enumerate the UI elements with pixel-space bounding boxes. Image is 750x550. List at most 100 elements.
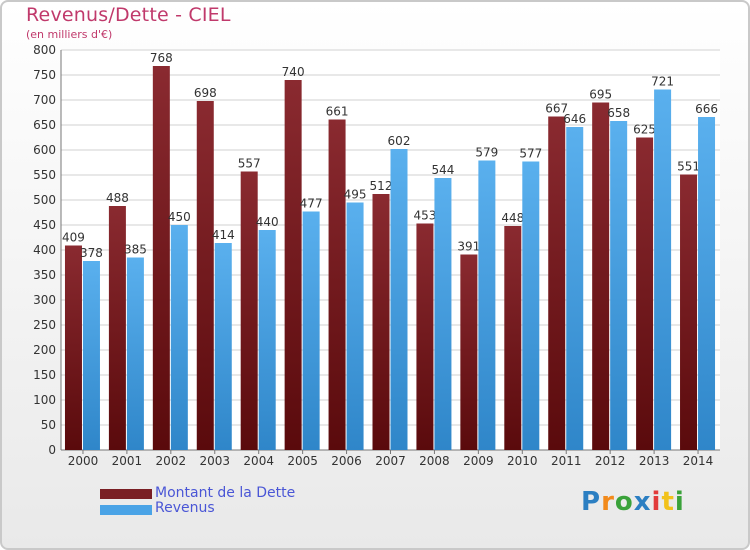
debt-bar [636, 137, 654, 450]
debt-bar [592, 102, 610, 450]
x-tick-label: 2014 [683, 454, 714, 468]
revenue-bar [698, 117, 716, 450]
revenue-bar-value-label: 658 [607, 106, 630, 120]
y-tick-label: 250 [33, 318, 56, 332]
x-tick-label: 2002 [156, 454, 187, 468]
x-tick-label: 2003 [199, 454, 230, 468]
legend-revenue-swatch [100, 505, 152, 515]
y-tick-label: 600 [33, 143, 56, 157]
y-tick-label: 50 [41, 418, 56, 432]
debt-bar [64, 245, 82, 450]
debt-bar [108, 206, 126, 450]
revenue-bar-value-label: 577 [519, 147, 542, 161]
x-tick-label: 2009 [463, 454, 494, 468]
y-tick-label: 100 [33, 393, 56, 407]
debt-bar-value-label: 667 [545, 102, 568, 116]
debt-bar-value-label: 512 [370, 179, 393, 193]
debt-bar [548, 116, 566, 450]
y-tick-label: 500 [33, 193, 56, 207]
revenue-bar [522, 161, 540, 450]
debt-bar [240, 171, 258, 450]
debt-bar-value-label: 391 [457, 240, 480, 254]
debt-bar-value-label: 551 [677, 160, 700, 174]
legend-debt-swatch [100, 489, 152, 499]
debt-bar-value-label: 448 [501, 211, 524, 225]
revenue-bar-value-label: 495 [344, 188, 367, 202]
x-tick-label: 2000 [68, 454, 99, 468]
x-tick-label: 2005 [287, 454, 318, 468]
revenue-bar-value-label: 646 [563, 112, 586, 126]
debt-bar [152, 66, 170, 450]
revenue-bar-value-label: 579 [475, 146, 498, 160]
debt-bar-value-label: 661 [326, 105, 349, 119]
debt-bar [196, 101, 214, 450]
debt-bar-value-label: 488 [106, 191, 129, 205]
revenue-bar-value-label: 477 [300, 197, 323, 211]
legend-revenue-label: Revenus [155, 500, 215, 516]
y-tick-label: 0 [48, 443, 56, 457]
revenue-bar-value-label: 721 [651, 75, 674, 89]
y-tick-label: 400 [33, 243, 56, 257]
revenue-bar [434, 178, 452, 450]
revenue-bar [390, 149, 408, 450]
chart-subtitle: (en milliers d'€) [26, 28, 113, 41]
debt-bar-value-label: 409 [62, 231, 85, 245]
revenue-bar-value-label: 385 [124, 243, 147, 257]
debt-bar-value-label: 557 [238, 157, 261, 171]
y-tick-label: 450 [33, 218, 56, 232]
revenue-bar-value-label: 666 [695, 102, 718, 116]
debt-bar [504, 226, 522, 450]
debt-bar [284, 80, 302, 450]
x-tick-label: 2006 [331, 454, 362, 468]
debt-bar [460, 254, 478, 450]
y-tick-label: 700 [33, 93, 56, 107]
revenue-bar [302, 211, 320, 450]
x-tick-label: 2007 [375, 454, 406, 468]
x-tick-label: 2010 [507, 454, 538, 468]
debt-bar-value-label: 695 [589, 88, 612, 102]
x-tick-label: 2004 [243, 454, 274, 468]
debt-bar [328, 119, 346, 450]
revenue-bar [214, 243, 232, 450]
y-tick-label: 300 [33, 293, 56, 307]
revenue-bar [478, 160, 496, 450]
x-tick-label: 2012 [595, 454, 626, 468]
debt-bar-value-label: 698 [194, 86, 217, 100]
revenue-bar [566, 127, 584, 450]
revenue-bar-value-label: 440 [256, 215, 279, 229]
revenue-bar [610, 121, 628, 450]
revenue-bar-value-label: 378 [80, 246, 103, 260]
chart-title: Revenus/Dette - CIEL [26, 4, 231, 26]
revenue-bar-value-label: 414 [212, 228, 235, 242]
x-tick-label: 2001 [112, 454, 143, 468]
debt-bar [680, 174, 698, 450]
revenue-bar [82, 261, 100, 450]
revenue-bar [126, 257, 144, 450]
revenue-bar [654, 89, 672, 450]
proxiti-logo: Proxiti [581, 487, 685, 517]
debt-bar-value-label: 453 [413, 209, 436, 223]
debt-bar-value-label: 740 [282, 65, 305, 79]
revenue-bar [258, 230, 276, 450]
y-tick-label: 150 [33, 368, 56, 382]
revenue-bar-value-label: 450 [168, 210, 191, 224]
revenue-bar-value-label: 602 [388, 134, 411, 148]
x-tick-label: 2008 [419, 454, 450, 468]
y-tick-label: 200 [33, 343, 56, 357]
revenue-bar [346, 202, 364, 450]
debt-bar [416, 223, 434, 450]
y-tick-label: 650 [33, 118, 56, 132]
x-tick-label: 2013 [639, 454, 670, 468]
debt-bar-value-label: 768 [150, 51, 173, 65]
debt-bar-value-label: 625 [633, 123, 656, 137]
x-tick-label: 2011 [551, 454, 582, 468]
revenue-bar-value-label: 544 [431, 163, 454, 177]
y-tick-label: 350 [33, 268, 56, 282]
y-tick-label: 550 [33, 168, 56, 182]
debt-bar [372, 194, 390, 450]
y-tick-label: 750 [33, 68, 56, 82]
y-tick-label: 800 [33, 43, 56, 57]
revenue-bar [170, 225, 188, 450]
legend-debt-label: Montant de la Dette [155, 485, 296, 501]
